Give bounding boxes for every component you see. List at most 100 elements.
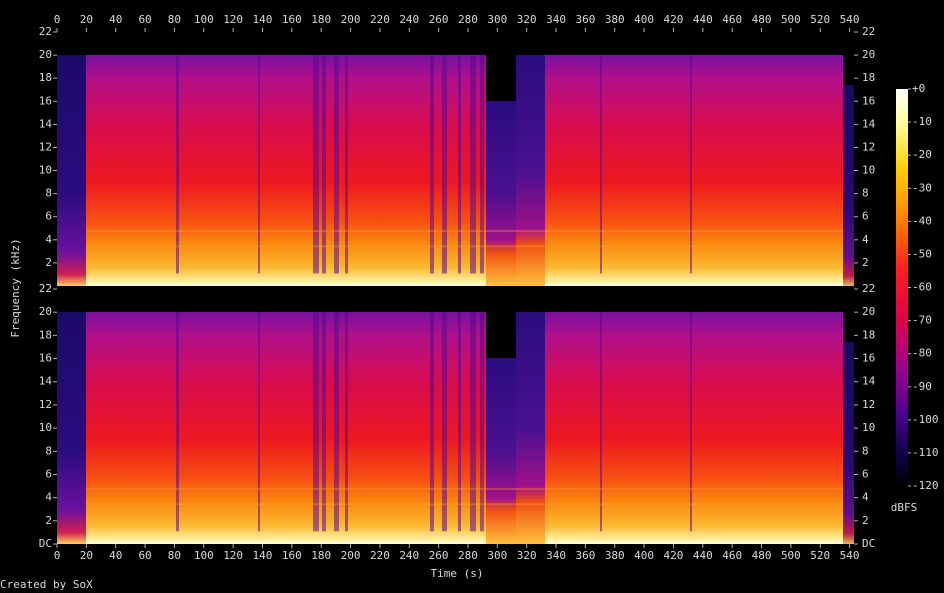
- y-tick-label: 10: [39, 421, 52, 434]
- x-tick-label: 360: [575, 549, 595, 562]
- x-tick-label-top: 160: [282, 13, 302, 26]
- colorbar-tick-label: -10: [912, 115, 932, 128]
- x-tick-label-top: 320: [517, 13, 537, 26]
- spectrogram-band: [86, 487, 843, 490]
- x-tick-label: 140: [253, 549, 273, 562]
- spectrogram-streak: [600, 55, 602, 274]
- y-tick-label: 18: [39, 328, 52, 341]
- x-tick-label: 60: [138, 549, 151, 562]
- x-axis-label: Time (s): [431, 567, 484, 580]
- spectrogram-streak: [600, 312, 602, 532]
- footer: Created by SoX: [0, 578, 93, 591]
- spectrogram-streak: [334, 312, 339, 532]
- colorbar-tick-label: -70: [912, 314, 932, 327]
- spectrogram-streak: [313, 312, 319, 532]
- x-tick-label: 460: [722, 549, 742, 562]
- x-tick-label: 40: [109, 549, 122, 562]
- spectrogram-streak: [480, 55, 484, 274]
- spectrogram-streak: [690, 312, 692, 532]
- x-tick-label-top: 480: [752, 13, 772, 26]
- spectrogram-streak: [345, 312, 348, 532]
- x-tick-label: 120: [223, 549, 243, 562]
- y-tick-label: 16: [39, 352, 52, 365]
- y-tick-label-right: 14: [862, 117, 876, 130]
- x-tick-label: 480: [752, 549, 772, 562]
- spectrogram-streak: [442, 312, 447, 532]
- spectrogram: [57, 55, 854, 544]
- y-tick-label: 18: [39, 71, 52, 84]
- spectrogram-region: [843, 342, 854, 544]
- x-tick-label-top: 100: [194, 13, 214, 26]
- spectrogram-streak: [430, 312, 434, 532]
- y-tick-label-right: 4: [862, 491, 869, 504]
- y-tick-label-right: 16: [862, 94, 875, 107]
- y-tick-label-right: 8: [862, 187, 869, 200]
- colorbar-tick-label: -110: [912, 446, 939, 459]
- y-tick-label-right: 12: [862, 140, 875, 153]
- x-tick-label-top: 460: [722, 13, 742, 26]
- y-tick-label: 12: [39, 398, 52, 411]
- colorbar-tick-label: -100: [912, 413, 939, 426]
- x-tick-label: 240: [399, 549, 419, 562]
- x-tick-label-top: 420: [664, 13, 684, 26]
- spectrogram-streak: [313, 55, 319, 274]
- spectrogram-region: [57, 312, 86, 544]
- colorbar-tick-label: -40: [912, 214, 932, 227]
- spectrogram-region: [545, 312, 843, 544]
- y-tick-label: 8: [45, 187, 52, 200]
- y-tick-label-right: 16: [862, 352, 875, 365]
- spectrogram-streak: [442, 55, 447, 274]
- x-tick-label-top: 280: [458, 13, 478, 26]
- spectrogram-region: [516, 55, 545, 286]
- spectrogram-streak: [334, 55, 339, 274]
- y-tick-label-right: 18: [862, 71, 875, 84]
- y-tick-label-right: 8: [862, 444, 869, 457]
- x-tick-label: 20: [80, 549, 93, 562]
- x-tick-label-top: 40: [109, 13, 122, 26]
- spectrogram-streak: [480, 312, 484, 532]
- spectrogram-streak: [690, 55, 692, 274]
- x-tick-label: 320: [517, 549, 537, 562]
- colorbar-tick-label: -90: [912, 380, 932, 393]
- y-tick-label: 22: [39, 25, 52, 38]
- y-tick-label-right: 10: [862, 164, 875, 177]
- spectrogram-region: [545, 55, 843, 286]
- spectrogram-streak: [322, 55, 326, 274]
- x-tick-label: 260: [429, 549, 449, 562]
- colorbar-label: dBFS: [891, 501, 918, 514]
- x-tick-label: 540: [840, 549, 860, 562]
- spectrogram-region: [86, 55, 486, 286]
- x-tick-label-top: 0: [54, 13, 61, 26]
- colorbar-tick-label: -20: [912, 148, 932, 161]
- spectrogram-streak: [258, 55, 260, 274]
- x-tick-label: 180: [311, 549, 331, 562]
- y-tick-label: 14: [39, 375, 53, 388]
- spectrogram-streak: [430, 55, 434, 274]
- x-tick-label-top: 240: [399, 13, 419, 26]
- y-tick-label: 10: [39, 164, 52, 177]
- spectrogram-region: [486, 101, 516, 286]
- spectrogram-band: [86, 230, 843, 233]
- x-tick-label: 500: [781, 549, 801, 562]
- x-tick-label: 520: [810, 549, 830, 562]
- spectrogram-band: [86, 503, 843, 506]
- spectrogram-streak: [458, 55, 461, 274]
- spectrogram-region: [86, 312, 486, 544]
- colorbar-tick-label: -30: [912, 181, 932, 194]
- spectrogram-region: [516, 312, 545, 544]
- y-tick-label-right: 10: [862, 421, 875, 434]
- x-tick-label: 420: [664, 549, 684, 562]
- x-tick-label-top: 360: [575, 13, 595, 26]
- x-tick-label-top: 300: [487, 13, 507, 26]
- y-tick-label: 4: [45, 491, 52, 504]
- spectrogram-streak: [176, 312, 179, 532]
- y-tick-label-right: 22: [862, 25, 875, 38]
- y-tick-label: 16: [39, 94, 52, 107]
- colorbar-tick-label: +0: [912, 82, 925, 95]
- y-tick-label-right: 20: [862, 48, 875, 61]
- y-tick-label-right: 2: [862, 514, 869, 527]
- x-tick-label: 400: [634, 549, 654, 562]
- y-tick-label: 22: [39, 282, 52, 295]
- spectrogram-region: [843, 85, 854, 286]
- y-tick-label-right: DC: [862, 537, 875, 550]
